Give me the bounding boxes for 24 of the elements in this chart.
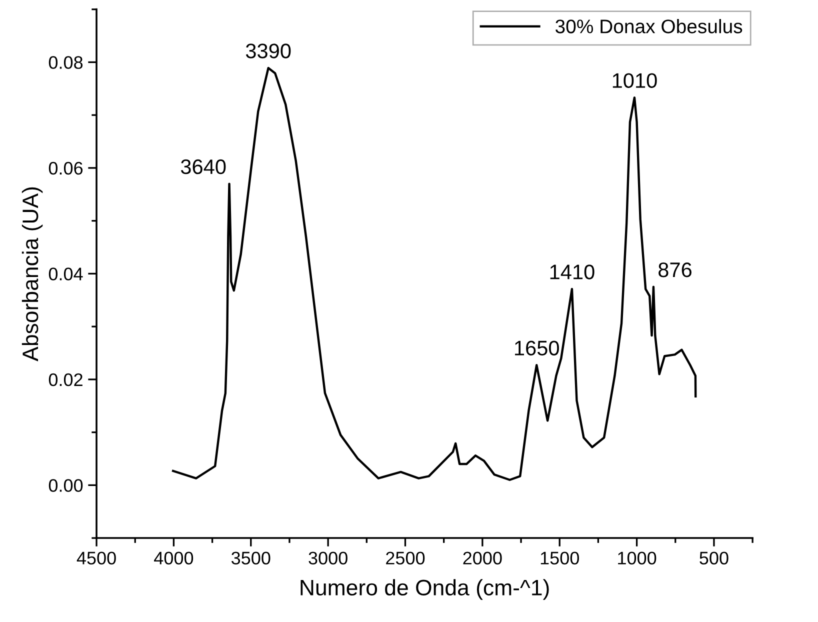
x-tick-label: 3500 (231, 552, 270, 564)
x-tick-label: 500 (700, 552, 728, 564)
x-tick-label: 2500 (386, 552, 425, 564)
line-series (172, 66, 697, 481)
x-tick-label: 4500 (76, 552, 116, 564)
x-tick-label: 1000 (618, 552, 656, 564)
annotation: 3390 (246, 44, 291, 58)
y-tick-label: 0.02 (48, 373, 82, 386)
y-tick-label: 0.06 (48, 162, 83, 175)
x-axis-title: Numero de Onda (cm-^1) (300, 579, 549, 600)
x-tick-label: 1500 (540, 552, 579, 564)
x-tick-label: 4000 (154, 552, 194, 564)
annotation: 1410 (550, 264, 594, 280)
legend-label: 30% Donax Obesulus (556, 19, 742, 34)
y-axis-title: Absorbancia (UA) (22, 187, 43, 362)
y-tick-label: 0.08 (48, 56, 83, 69)
x-tick-label: 3000 (308, 552, 348, 564)
x-tick-label: 2000 (463, 552, 502, 564)
annotation: 876 (658, 262, 692, 278)
y-tick-label: 0.00 (48, 479, 83, 492)
y-tick-label: 0.04 (48, 268, 83, 280)
annotation: 1010 (612, 73, 657, 88)
annotation: 1650 (515, 340, 559, 356)
annotation: 3640 (180, 159, 226, 174)
